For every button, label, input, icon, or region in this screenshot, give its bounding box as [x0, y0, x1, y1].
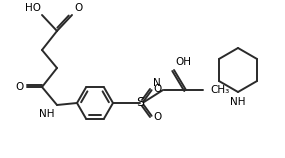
- Text: N: N: [153, 78, 161, 88]
- Text: NH: NH: [40, 109, 55, 119]
- Text: O: O: [74, 3, 82, 13]
- Text: OH: OH: [175, 57, 191, 67]
- Text: O: O: [153, 112, 161, 122]
- Text: NH: NH: [230, 97, 246, 107]
- Text: S: S: [136, 97, 144, 109]
- Text: HO: HO: [25, 3, 41, 13]
- Text: O: O: [16, 82, 24, 92]
- Text: CH₃: CH₃: [210, 85, 229, 95]
- Text: O: O: [153, 84, 161, 94]
